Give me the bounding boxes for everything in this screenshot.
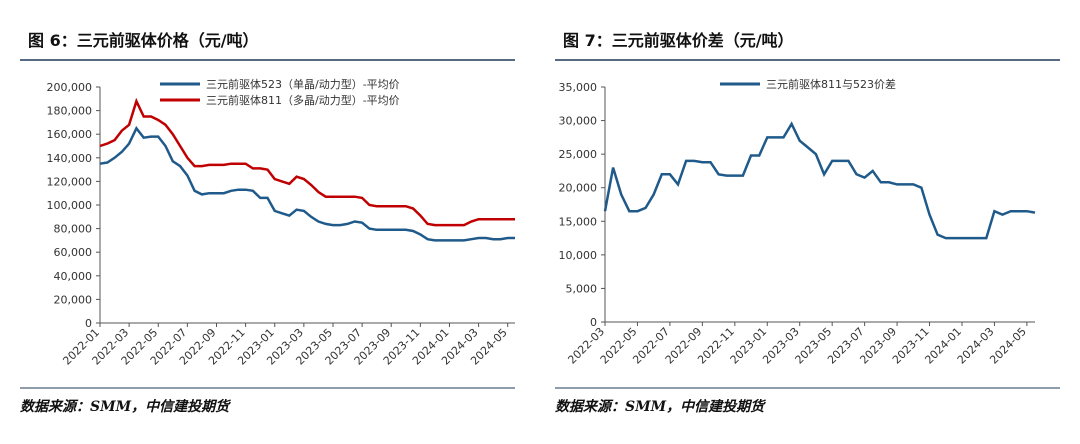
y-tick-label: 40,000 <box>54 270 93 283</box>
y-tick-label: 10,000 <box>559 249 598 262</box>
chart-title: 图 7：三元前驱体价差（元/吨） <box>563 31 794 50</box>
y-tick-label: 140,000 <box>47 152 93 165</box>
y-tick-label: 20,000 <box>54 293 93 306</box>
legend-label: 三元前驱体523（单晶/动力型）-平均价 <box>206 77 400 91</box>
series-line <box>603 121 1036 240</box>
y-tick-label: 20,000 <box>559 182 598 195</box>
source-note: 数据来源：SMM，中信建投期货 <box>555 398 766 415</box>
y-tick-label: 160,000 <box>47 128 93 141</box>
y-tick-label: 0 <box>85 317 92 330</box>
y-tick-label: 200,000 <box>47 81 93 94</box>
y-tick-label: 120,000 <box>47 175 93 188</box>
series-line <box>99 97 515 227</box>
y-tick-label: 35,000 <box>559 81 598 94</box>
legend-label: 三元前驱体811（多晶/动力型）-平均价 <box>206 93 400 107</box>
y-tick-label: 80,000 <box>54 223 93 236</box>
y-tick-label: 100,000 <box>47 199 93 212</box>
y-tick-label: 15,000 <box>559 215 598 228</box>
legend-label: 三元前驱体811与523价差 <box>766 77 896 91</box>
y-tick-label: 0 <box>590 316 597 329</box>
source-note: 数据来源：SMM，中信建投期货 <box>20 398 231 415</box>
y-tick-label: 180,000 <box>47 105 93 118</box>
series-line <box>99 125 515 242</box>
y-tick-label: 5,000 <box>566 282 598 295</box>
chart-title: 图 6：三元前驱体价格（元/吨） <box>28 31 259 50</box>
y-tick-label: 25,000 <box>559 148 598 161</box>
y-tick-label: 60,000 <box>54 246 93 259</box>
y-tick-label: 30,000 <box>559 115 598 128</box>
